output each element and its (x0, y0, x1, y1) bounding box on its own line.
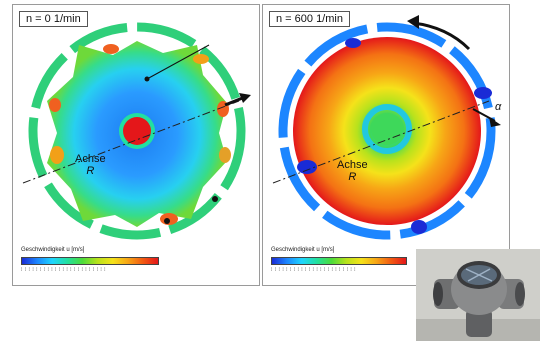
right-speed-label: n = 600 1/min (269, 11, 350, 27)
left-pointer-line (146, 44, 210, 80)
right-axis-label-line2: R (348, 171, 357, 183)
right-axis-label: Achse R (337, 159, 368, 183)
left-simulation-panel: n = 0 1/min Achse R Geschwindigkeit u [m… (12, 4, 260, 286)
right-core (371, 113, 403, 145)
right-outer-ring (278, 22, 496, 240)
right-flow-field (272, 15, 501, 240)
left-colorbar-title: Geschwindigkeit u [m/s] (21, 247, 85, 253)
left-colorbar-ticks: ⁞ ⁞ ⁞ ⁞ ⁞ ⁞ ⁞ ⁞ ⁞ ⁞ ⁞ ⁞ ⁞ ⁞ ⁞ ⁞ ⁞ ⁞ ⁞ ⁞ … (21, 267, 107, 273)
right-simulation-panel: n = 600 1/min Achse R α Geschwindigkeit … (262, 4, 510, 286)
left-flow-field (22, 22, 251, 240)
cross-fitting-photo (416, 249, 540, 341)
left-axis-label-line2: R (86, 165, 95, 177)
rotation-arrow (412, 21, 471, 51)
fitting-image (416, 249, 540, 341)
right-colorbar-ticks: ⁞ ⁞ ⁞ ⁞ ⁞ ⁞ ⁞ ⁞ ⁞ ⁞ ⁞ ⁞ ⁞ ⁞ ⁞ ⁞ ⁞ ⁞ ⁞ ⁞ … (271, 267, 357, 273)
angle-label: α (495, 101, 502, 113)
left-speed-label: n = 0 1/min (19, 11, 88, 27)
right-colorbar (271, 257, 407, 265)
left-axis-label: Achse R (75, 153, 106, 177)
left-outer-ring (28, 22, 246, 240)
right-axis-label-line1: Achse (337, 159, 368, 171)
right-colorbar-title: Geschwindigkeit u [m/s] (271, 247, 335, 253)
left-axis-line (22, 100, 240, 184)
left-colorbar (21, 257, 159, 265)
left-core (123, 117, 151, 145)
right-core-ring (362, 104, 412, 154)
right-axis-line (272, 100, 490, 184)
left-axis-label-line1: Achse (75, 153, 106, 165)
right-openings (297, 38, 492, 234)
